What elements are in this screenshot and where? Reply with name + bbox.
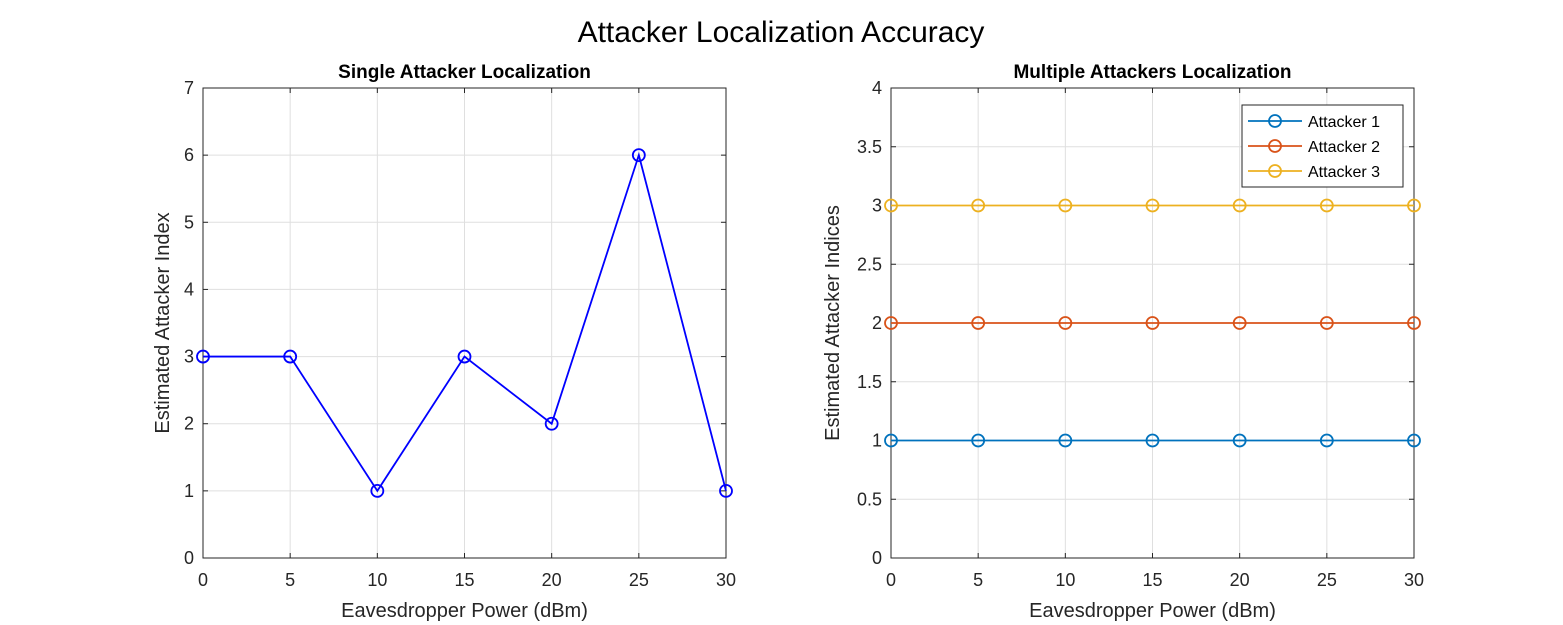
y-tick-label: 1 xyxy=(872,431,882,451)
x-tick-label: 30 xyxy=(716,570,736,590)
x-tick-label: 0 xyxy=(198,570,208,590)
data-point xyxy=(1145,198,1160,213)
x-tick-label: 25 xyxy=(629,570,649,590)
figure-title: Attacker Localization Accuracy xyxy=(578,16,985,49)
y-axis-label: Estimated Attacker Index xyxy=(152,212,174,433)
data-point xyxy=(544,416,559,431)
y-tick-label: 3 xyxy=(872,196,882,216)
data-point xyxy=(1145,433,1160,448)
y-tick-label: 0 xyxy=(872,548,882,568)
y-tick-label: 0.5 xyxy=(857,489,882,509)
x-tick-label: 15 xyxy=(1142,570,1162,590)
y-tick-label: 2 xyxy=(872,313,882,333)
x-tick-label: 10 xyxy=(1055,570,1075,590)
data-point xyxy=(1232,433,1247,448)
data-point xyxy=(884,316,898,330)
x-tick-label: 5 xyxy=(285,570,295,590)
data-point xyxy=(283,349,298,364)
x-tick-label: 10 xyxy=(367,570,387,590)
y-tick-label: 4 xyxy=(872,78,882,98)
x-tick-label: 20 xyxy=(542,570,562,590)
data-point xyxy=(1232,316,1247,330)
x-axis-label: Eavesdropper Power (dBm) xyxy=(1029,600,1276,622)
data-point xyxy=(1058,433,1073,448)
x-tick-label: 30 xyxy=(1404,570,1424,590)
y-tick-label: 2.5 xyxy=(857,254,882,274)
data-point xyxy=(1407,198,1421,213)
y-tick-label: 5 xyxy=(184,212,194,232)
y-tick-label: 2 xyxy=(184,414,194,434)
data-point xyxy=(1319,198,1334,213)
data-point xyxy=(884,198,898,213)
y-tick-label: 0 xyxy=(184,548,194,568)
series-line-1 xyxy=(203,151,727,493)
legend-marker xyxy=(1268,114,1282,128)
legend-marker xyxy=(1268,164,1282,178)
x-tick-label: 0 xyxy=(886,570,896,590)
axes-title: Multiple Attackers Localization xyxy=(1013,62,1291,83)
data-point xyxy=(1058,198,1073,213)
x-tick-label: 25 xyxy=(1317,570,1337,590)
data-point xyxy=(1319,316,1334,330)
legend-marker xyxy=(1268,139,1282,153)
data-point xyxy=(457,349,472,364)
axes-title: Single Attacker Localization xyxy=(338,62,591,83)
x-axis-label: Eavesdropper Power (dBm) xyxy=(341,600,588,622)
y-axis-label: Estimated Attacker Indices xyxy=(822,205,844,441)
y-tick-label: 3 xyxy=(184,347,194,367)
data-point xyxy=(1058,316,1073,330)
data-point xyxy=(1232,198,1247,213)
data-point xyxy=(1407,433,1421,448)
y-tick-label: 3.5 xyxy=(857,137,882,157)
y-tick-label: 7 xyxy=(184,78,194,98)
data-point xyxy=(196,349,210,364)
x-tick-label: 15 xyxy=(454,570,474,590)
data-point xyxy=(971,198,986,213)
data-point xyxy=(971,433,986,448)
legend-entry: Attacker 1 xyxy=(1308,114,1380,131)
y-tick-label: 1.5 xyxy=(857,372,882,392)
data-point xyxy=(884,433,898,448)
y-tick-label: 6 xyxy=(184,145,194,165)
multiple-attackers-axes: 0 5 10 15 20 25 30 0 0.5 1 1.5 2 2.5 3 3.5 4 Multiple At… xyxy=(822,62,1424,622)
data-point xyxy=(719,483,733,498)
data-point xyxy=(1319,433,1334,448)
data-point xyxy=(1407,316,1421,330)
legend-entry: Attacker 3 xyxy=(1308,164,1380,181)
x-tick-label: 20 xyxy=(1230,570,1250,590)
single-attacker-axes: 0 5 10 15 20 25 30 0 1 2 3 4 5 6 7 Single Attacker Loca… xyxy=(152,62,736,622)
data-point xyxy=(1145,316,1160,330)
y-tick-label: 4 xyxy=(184,279,194,299)
data-point xyxy=(971,316,986,330)
legend-entry: Attacker 2 xyxy=(1308,139,1380,156)
data-point xyxy=(370,483,385,498)
y-tick-label: 1 xyxy=(184,481,194,501)
data-point xyxy=(631,148,646,163)
x-tick-label: 5 xyxy=(973,570,983,590)
